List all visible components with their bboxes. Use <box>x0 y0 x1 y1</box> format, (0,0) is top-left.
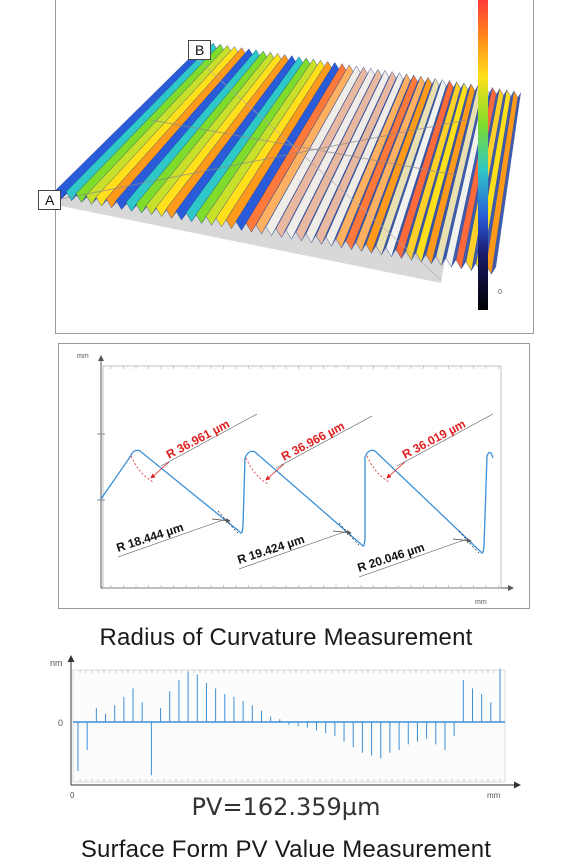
pv-caption: Surface Form PV Value Measurement <box>80 836 492 863</box>
pv-plot-area <box>72 669 506 783</box>
curvature-plot: mm mm R 36.961 µm R 36.966 µm R 36.019 µmR… <box>77 353 514 606</box>
black-radius-arc <box>217 510 239 534</box>
red-radius-leader <box>396 413 494 467</box>
black-radius-leader <box>358 538 468 578</box>
point-label-a: A <box>38 190 62 210</box>
pv-x-unit: mm <box>487 791 501 800</box>
point-label-b: B <box>188 40 212 60</box>
y-unit-label: mm <box>77 353 89 360</box>
black-radius-arrow <box>211 518 231 523</box>
color-scale-bar <box>478 0 488 310</box>
surface-ridge-shadow <box>491 92 521 275</box>
surface-ridge-shadow <box>311 71 393 243</box>
pv-zero-y: 0 <box>58 718 63 728</box>
scale-zero-label: 0 <box>498 289 502 296</box>
surface-ridge-shadow <box>441 86 486 266</box>
x-unit-label: mm <box>475 599 487 606</box>
red-radius-arrow <box>150 461 170 479</box>
black-radius-arrow <box>452 538 472 543</box>
surface-3d-render: 0 <box>55 0 521 310</box>
curvature-plot-panel: mm mm R 36.961 µm R 36.966 µm R 36.019 µm R… <box>58 343 530 609</box>
pv-zero-x: 0 <box>70 791 75 800</box>
plot-area <box>102 365 502 589</box>
profile-curve <box>100 449 494 554</box>
black-radius-arrow <box>332 530 352 535</box>
surface-3d-panel: 0 B A <box>38 0 534 334</box>
pv-plot: nm 0 0 mm <box>50 655 521 800</box>
surface-ridge-shadow <box>341 74 414 248</box>
surface-ridge-shadow <box>321 72 400 245</box>
surface-ridge-shadow <box>481 90 514 273</box>
black-radius-leader <box>238 530 348 570</box>
red-radius-leader <box>160 413 258 467</box>
black-radius-arc <box>338 522 360 546</box>
pv-value-text: PV=162.359µm <box>191 793 381 821</box>
red-radius-arrow <box>265 463 285 481</box>
red-radius-arrow <box>386 461 406 479</box>
red-radius-leader <box>275 415 373 469</box>
black-radius-leader <box>117 518 227 558</box>
surface-ridge-shadow <box>331 73 407 247</box>
pv-y-unit: nm <box>50 658 63 668</box>
surface-ridge-shadow <box>301 70 385 241</box>
curvature-caption: Radius of Curvature Measurement <box>99 624 473 651</box>
black-radius-arc <box>458 530 480 554</box>
